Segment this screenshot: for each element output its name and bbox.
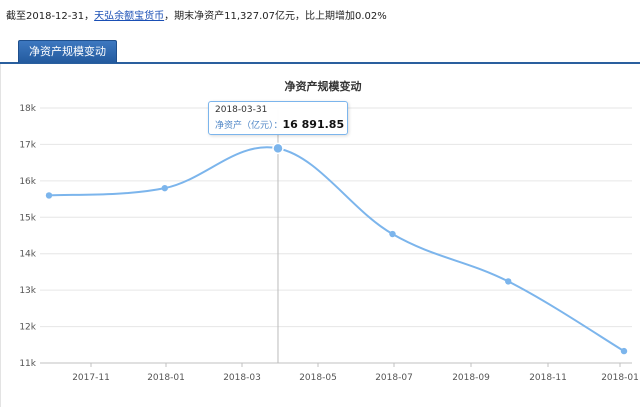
x-tick-label: 2018-03 (223, 373, 261, 383)
y-tick-label: 11k (19, 359, 36, 369)
data-point-hovered[interactable] (272, 142, 284, 155)
data-point[interactable] (45, 192, 53, 199)
chart-panel (0, 64, 640, 407)
summary-line: 截至2018-12-31，天弘余额宝货币，期末净资产11,327.07亿元，比上… (6, 9, 634, 25)
tab-bar: 净资产规模变动 (0, 36, 640, 64)
x-tick-label: 2018-09 (452, 373, 490, 383)
x-tick-label: 2018-01 (601, 373, 639, 383)
data-point[interactable] (505, 278, 512, 285)
x-axis-ticks: 2017-11 2018-01 2018-03 2018-05 2018-07 2018-… (72, 363, 639, 383)
summary-prefix: 截至2018-12-31， (6, 11, 95, 22)
x-tick-label: 2018-05 (299, 373, 337, 383)
data-point[interactable] (161, 184, 168, 192)
x-tick-label: 2018-11 (529, 373, 567, 383)
y-tick-label: 13k (19, 286, 36, 296)
y-tick-label: 17k (19, 140, 36, 150)
x-tick-label: 2018-01 (147, 373, 185, 383)
fund-name-link[interactable]: 天弘余额宝货币 (94, 11, 165, 22)
x-tick-label: 2018-07 (375, 373, 413, 383)
y-axis-ticks: 11k 12k 13k 14k 15k 16k 17k 18k (19, 104, 36, 369)
chart-title: 净资产规模变动 (285, 79, 362, 93)
y-tick-label: 12k (19, 323, 36, 333)
y-tick-label: 14k (19, 250, 36, 260)
data-point[interactable] (620, 347, 628, 355)
summary-suffix: ，期末净资产11,327.07亿元，比上期增加0.02% (164, 11, 387, 22)
chart-tooltip: 2018-03-31 净资产（亿元）：16 891.85 (208, 101, 348, 135)
data-points (45, 142, 628, 355)
y-tick-label: 18k (19, 104, 36, 114)
tooltip-series-label: 净资产（亿元）： (215, 121, 283, 131)
data-point[interactable] (389, 230, 396, 238)
y-tick-label: 15k (19, 213, 36, 223)
tooltip-value: 16 891.85 (282, 118, 345, 131)
y-tick-label: 16k (19, 177, 36, 187)
chart-grid (40, 107, 632, 364)
tooltip-date: 2018-03-31 (215, 105, 268, 115)
x-tick-label: 2017-11 (72, 373, 110, 383)
tab-net-asset-change[interactable]: 净资产规模变动 (18, 40, 117, 63)
series-line (48, 146, 625, 352)
